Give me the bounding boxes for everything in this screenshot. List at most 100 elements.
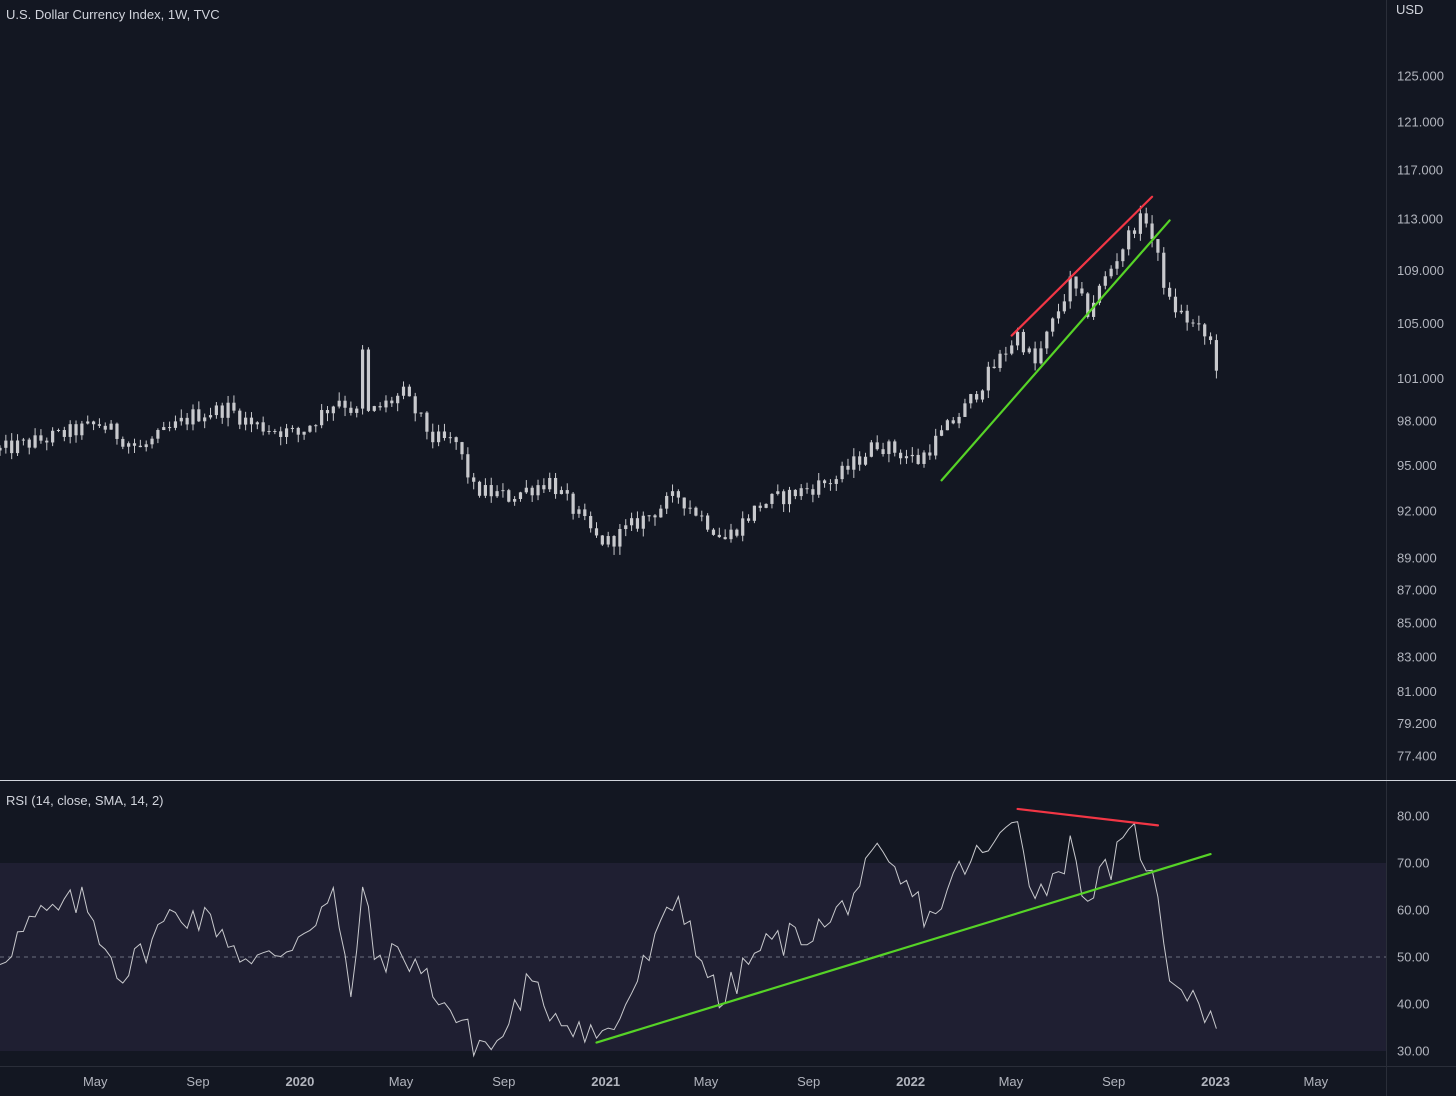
price-tick-label: 87.000 bbox=[1397, 583, 1437, 598]
candle-body bbox=[735, 529, 739, 536]
candle-body bbox=[472, 477, 476, 482]
candle-body bbox=[401, 386, 406, 396]
candle-body bbox=[132, 443, 137, 446]
candle-body bbox=[419, 412, 423, 414]
candle-body bbox=[776, 491, 780, 494]
rsi-divergence-line[interactable] bbox=[1016, 807, 1160, 827]
rsi-axis[interactable]: 80.00 70.00 60.00 50.00 40.00 30.00 bbox=[1397, 809, 1430, 1059]
price-currency-label: USD bbox=[1396, 2, 1423, 17]
rsi-support-line[interactable] bbox=[595, 852, 1212, 1044]
price-tick-label: 77.400 bbox=[1397, 749, 1437, 764]
candle-body bbox=[1197, 323, 1201, 325]
candle-body bbox=[822, 480, 827, 484]
candle-body bbox=[1121, 249, 1125, 262]
candle-body bbox=[1086, 293, 1090, 317]
candle-body bbox=[641, 515, 645, 529]
price-support-line[interactable] bbox=[940, 219, 1171, 482]
candle-body bbox=[45, 440, 49, 443]
candle-body bbox=[162, 427, 166, 431]
rsi-title: RSI (14, close, SMA, 14, 2) bbox=[6, 793, 164, 808]
candle-body bbox=[899, 452, 903, 459]
candle-body bbox=[600, 535, 604, 545]
price-tick-label: 81.000 bbox=[1397, 684, 1437, 699]
candle-body bbox=[74, 424, 78, 436]
candle-body bbox=[887, 441, 891, 455]
candle-body bbox=[1033, 348, 1037, 364]
candle-body bbox=[1062, 301, 1066, 312]
candle-body bbox=[969, 394, 973, 404]
candle-body bbox=[606, 536, 610, 545]
candle-body bbox=[56, 430, 61, 432]
candle-body bbox=[793, 489, 797, 497]
candle-body bbox=[279, 431, 283, 437]
candle-body bbox=[425, 412, 429, 432]
candle-body bbox=[846, 465, 850, 470]
candle-body bbox=[214, 405, 218, 416]
candle-body bbox=[407, 386, 411, 397]
candle-body bbox=[992, 366, 996, 369]
price-tick-label: 92.000 bbox=[1397, 503, 1437, 518]
candle-body bbox=[665, 495, 669, 509]
candle-body bbox=[86, 421, 90, 424]
candle-body bbox=[577, 509, 581, 514]
price-tick-label: 121.000 bbox=[1397, 115, 1444, 130]
candle-body bbox=[1173, 296, 1178, 313]
time-axis[interactable]: May Sep 2020 May Sep 2021 May Sep 2022 May Sep 2023… bbox=[83, 1074, 1329, 1089]
candle-body bbox=[1091, 302, 1096, 317]
candle-body bbox=[91, 421, 96, 425]
candle-body bbox=[343, 400, 347, 408]
candle-body bbox=[220, 405, 224, 418]
candle-body bbox=[1156, 239, 1160, 253]
candle-body bbox=[629, 518, 634, 526]
time-tick-label: May bbox=[694, 1074, 719, 1089]
candle-body bbox=[448, 437, 452, 439]
candle-body bbox=[945, 420, 949, 431]
candle-body bbox=[571, 493, 575, 514]
candle-body bbox=[284, 428, 289, 437]
candle-body bbox=[33, 435, 37, 448]
candle-body bbox=[185, 417, 189, 425]
candle-body bbox=[360, 349, 365, 409]
price-axis[interactable]: 125.000 121.000 117.000 113.000 109.000 105.0… bbox=[1397, 69, 1444, 764]
candle-body bbox=[68, 424, 72, 437]
price-tick-label: 89.000 bbox=[1397, 550, 1437, 565]
candle-body bbox=[536, 485, 540, 496]
candle-body bbox=[869, 442, 873, 457]
candle-body bbox=[624, 525, 628, 530]
candle-body bbox=[477, 481, 482, 496]
candle-body bbox=[97, 424, 102, 426]
candle-body bbox=[764, 503, 768, 508]
candle-body bbox=[951, 420, 955, 424]
candle-body bbox=[548, 477, 552, 490]
price-tick-label: 109.000 bbox=[1397, 263, 1444, 278]
price-tick-label: 95.000 bbox=[1397, 458, 1437, 473]
candle-body bbox=[1039, 348, 1043, 364]
candle-body bbox=[15, 440, 20, 454]
candle-body bbox=[138, 445, 142, 448]
candle-body bbox=[437, 431, 441, 443]
rsi-line-layer bbox=[0, 821, 1217, 1058]
time-tick-label: 2022 bbox=[896, 1074, 925, 1089]
candle-body bbox=[670, 491, 675, 496]
candle-body bbox=[442, 431, 447, 439]
rsi-band-layer bbox=[0, 863, 1386, 1051]
candle-body bbox=[1004, 353, 1008, 355]
candle-body bbox=[226, 402, 230, 418]
candle-body bbox=[483, 485, 487, 496]
candle-body bbox=[355, 408, 359, 413]
candle-body bbox=[267, 430, 271, 432]
candle-body bbox=[296, 427, 300, 435]
candle-body bbox=[875, 442, 879, 450]
candle-body bbox=[688, 507, 692, 509]
candle-body bbox=[513, 498, 517, 502]
candle-body bbox=[1027, 348, 1031, 353]
candle-body bbox=[682, 497, 686, 509]
candle-body bbox=[396, 395, 400, 404]
candle-body bbox=[1080, 288, 1084, 294]
time-tick-label: 2023 bbox=[1201, 1074, 1230, 1089]
rsi-tick-label: 60.00 bbox=[1397, 903, 1430, 918]
candle-body bbox=[1162, 252, 1166, 288]
candle-body bbox=[290, 427, 295, 429]
price-resistance-line[interactable] bbox=[1010, 195, 1154, 337]
